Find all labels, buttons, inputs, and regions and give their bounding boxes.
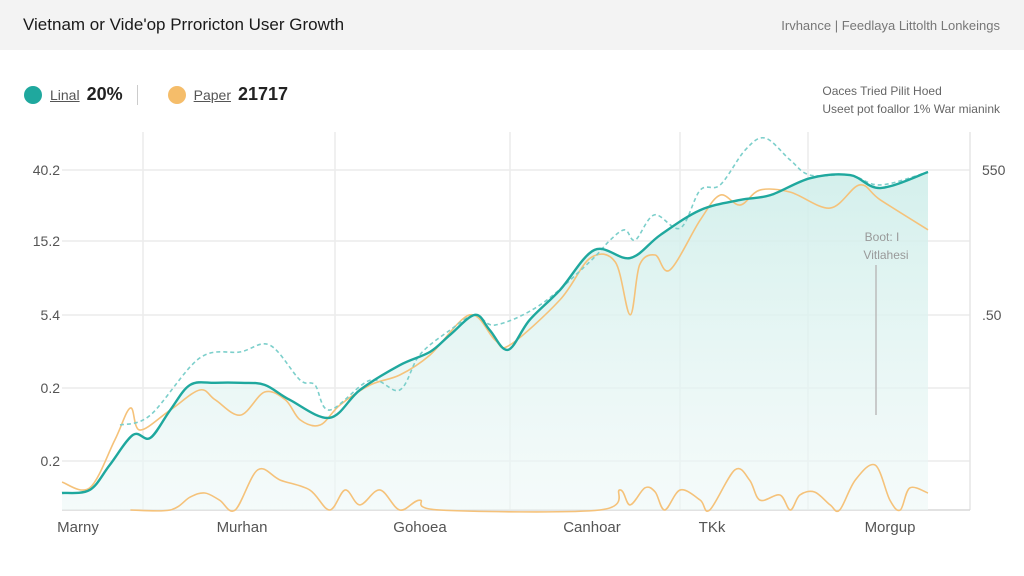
y-tick-label-right: 550 [982, 162, 1006, 178]
y-tick-label-left: 0.2 [41, 380, 61, 396]
header-links[interactable]: Irvhance | Feedlaya Littolth Lonkeings [781, 18, 1000, 33]
y-tick-label-left: 15.2 [33, 233, 60, 249]
legend-value: 20% [86, 84, 123, 104]
legend-dot-linal [24, 85, 42, 104]
chart-note: Oaces Tried Pilit Hoed Useet pot foallor… [822, 82, 1000, 118]
legend-label[interactable]: Paper [193, 86, 231, 103]
series-line [61, 170, 929, 495]
y-tick-label-right: .50 [982, 307, 1002, 323]
x-tick-label: Marny [57, 519, 99, 536]
x-tick-label: TKk [699, 519, 726, 536]
legend: Linal 20% Paper 21717 [24, 84, 302, 105]
legend-dot-paper [167, 85, 186, 104]
y-tick-label-left: 5.4 [41, 307, 61, 323]
x-tick-label: Murhan [217, 519, 268, 536]
x-tick-label: Morgup [865, 519, 916, 536]
legend-value: 21717 [237, 84, 289, 104]
y-tick-label-left: 40.2 [33, 162, 60, 178]
annotation-text: Boot: I [865, 230, 900, 244]
legend-label[interactable]: Linal [50, 86, 80, 103]
x-tick-label: Canhoar [563, 519, 621, 536]
divider [136, 84, 138, 105]
note-line: Useet pot foallor 1% War mianink [822, 102, 1000, 116]
series-line [130, 463, 929, 513]
series-line [61, 184, 929, 491]
y-tick-label-left: 0.2 [41, 453, 61, 469]
chart-title: Vietnam or Vide'op Prroricton User Growt… [23, 15, 345, 34]
note-line: Oaces Tried Pilit Hoed [822, 84, 942, 98]
annotation-text: Vitlahesi [863, 248, 908, 262]
header-bar: Vietnam or Vide'op Prroricton User Growt… [0, 0, 1024, 50]
x-tick-label: Gohoea [393, 519, 447, 536]
